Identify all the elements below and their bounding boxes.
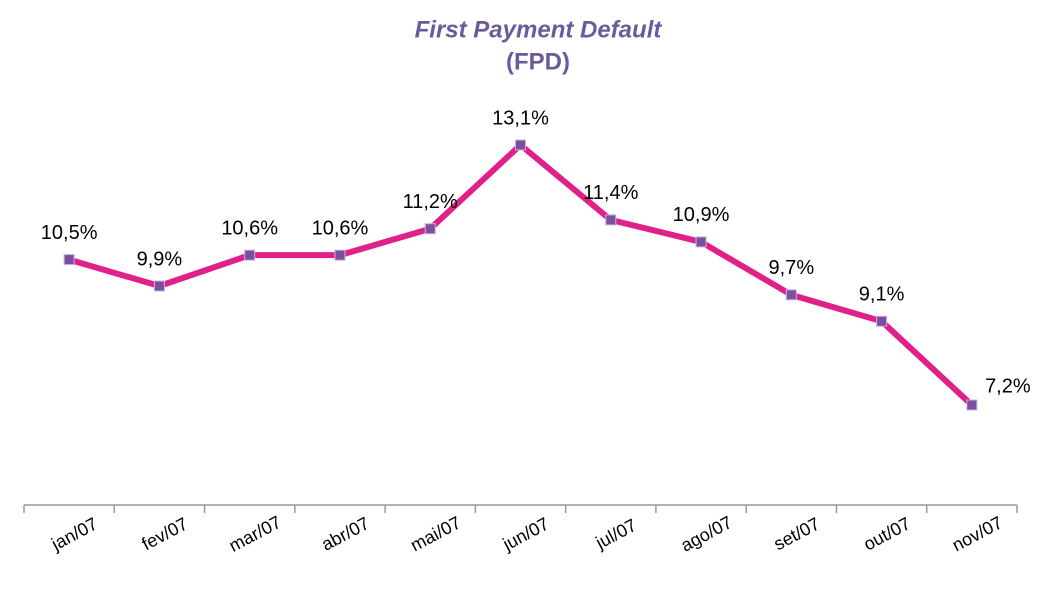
data-label: 13,1% — [492, 107, 549, 129]
x-tick-label: out/07 — [860, 513, 914, 554]
data-label: 11,2% — [403, 191, 458, 213]
marker — [244, 249, 256, 261]
x-tick-label: jun/07 — [499, 514, 553, 555]
marker — [63, 254, 75, 266]
data-label: 9,7% — [769, 257, 815, 279]
x-tick-label: fev/07 — [138, 514, 191, 555]
marker — [515, 139, 526, 151]
data-label: 10,6% — [221, 217, 278, 239]
marker — [334, 249, 346, 261]
x-tick-label: mar/07 — [226, 512, 285, 556]
marker — [966, 399, 978, 411]
chart-subtitle: (FPD) — [506, 48, 570, 75]
data-label: 10,9% — [673, 204, 730, 226]
marker — [785, 289, 797, 301]
marker — [605, 214, 617, 226]
marker — [424, 223, 436, 235]
marker — [153, 280, 165, 292]
data-label: 9,1% — [859, 284, 905, 306]
marker — [695, 236, 707, 248]
line — [68, 142, 974, 408]
data-label: 7,2% — [985, 375, 1031, 397]
x-tick-label: abr/07 — [318, 513, 372, 555]
data-label: 11,4% — [583, 182, 638, 204]
x-tick-label: nov/07 — [949, 512, 1006, 555]
chart-title: First Payment Default — [415, 16, 663, 43]
data-label: 10,5% — [41, 222, 98, 244]
x-tick-label: jan/07 — [47, 514, 101, 555]
x-tick-label: ago/07 — [677, 512, 735, 556]
x-tick-label: jul/07 — [592, 515, 640, 553]
marker — [876, 315, 888, 327]
data-label: 10,6% — [312, 217, 369, 239]
data-label: 9,9% — [137, 248, 183, 270]
x-tick-label: mai/07 — [407, 512, 464, 555]
x-tick-label: set/07 — [770, 514, 823, 555]
